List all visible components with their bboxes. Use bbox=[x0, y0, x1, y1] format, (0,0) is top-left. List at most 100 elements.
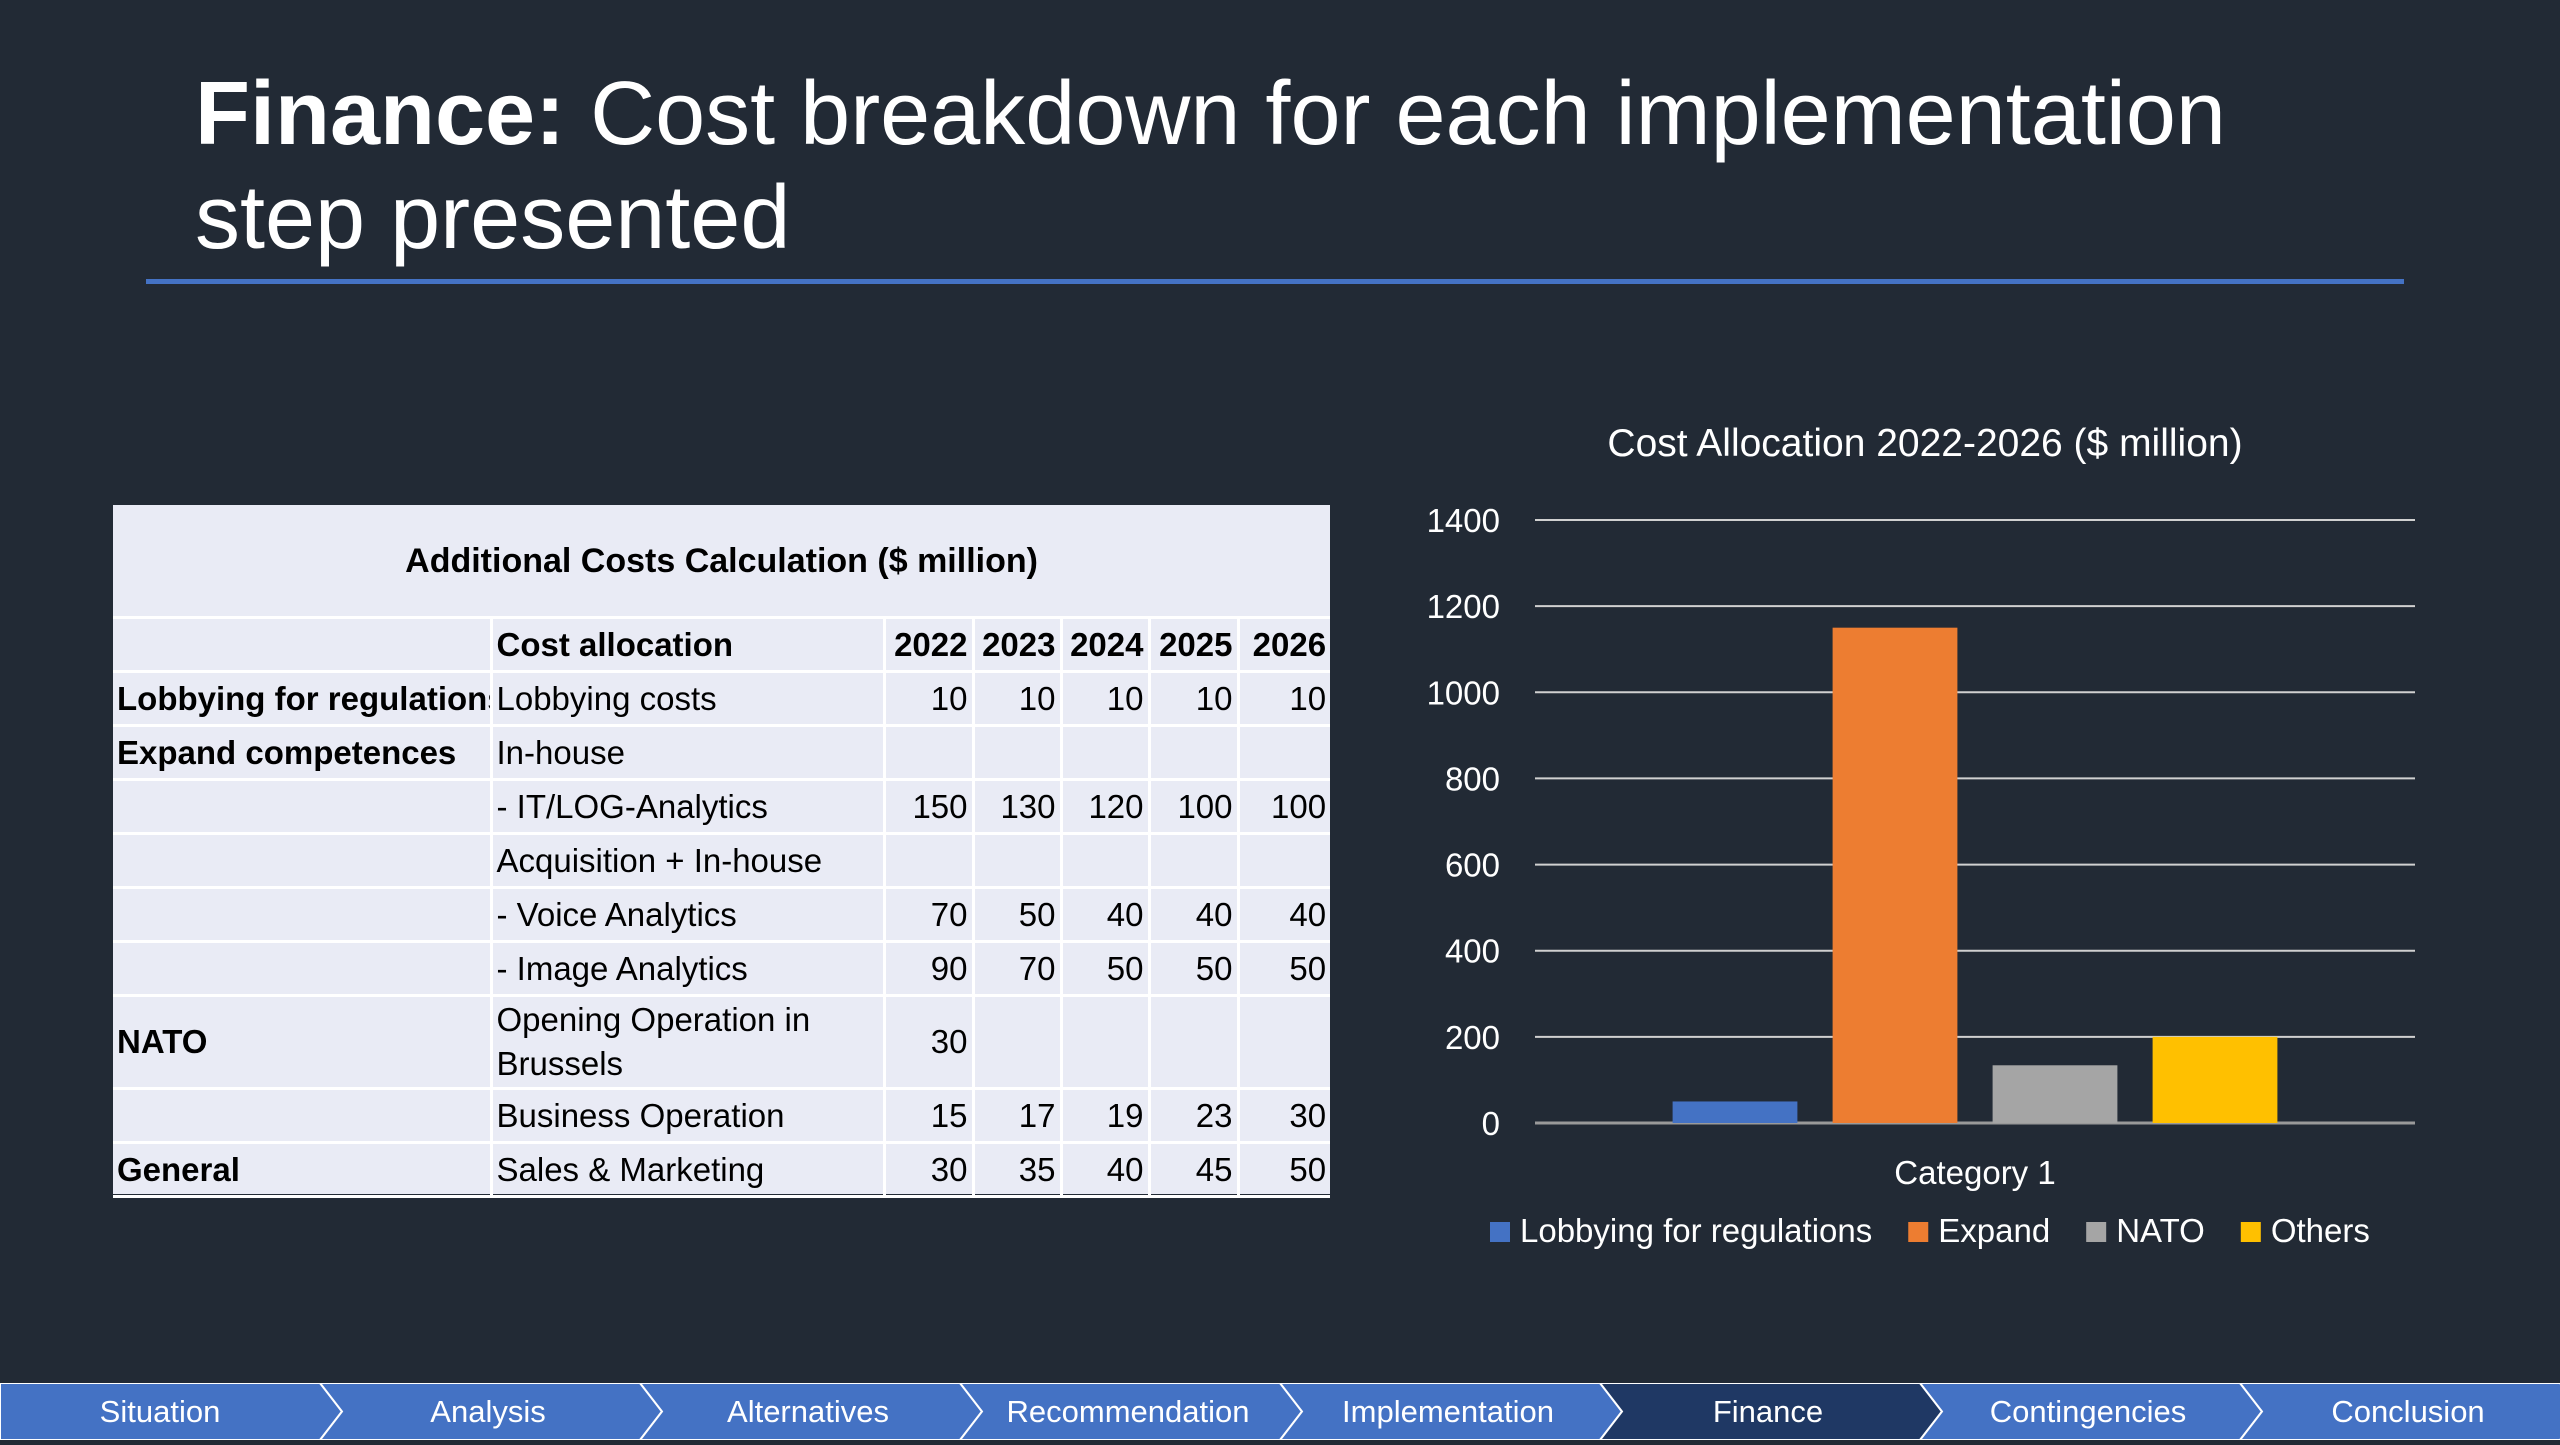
row-value bbox=[1061, 725, 1151, 781]
nav-svg: Situation Analysis Alternatives Recommendat… bbox=[0, 1382, 2560, 1441]
table-row: Business Operation 15 17 19 23 30 bbox=[113, 1088, 1331, 1144]
table-row: Acquisition + In-house bbox=[113, 833, 1331, 889]
row-group: NATO bbox=[113, 995, 493, 1090]
row-group bbox=[113, 779, 493, 835]
nav-tab-label[interactable]: Finance bbox=[1713, 1394, 1823, 1429]
row-value: 90 bbox=[884, 941, 975, 997]
header-group bbox=[113, 617, 493, 673]
row-value: 40 bbox=[1149, 887, 1240, 943]
additional-costs-table: Additional Costs Calculation ($ million)… bbox=[113, 505, 1331, 1198]
nav-tab-conclusion[interactable] bbox=[2237, 1382, 2560, 1441]
table-row: Lobbying for regulations Lobbying costs 10… bbox=[113, 671, 1331, 727]
row-value bbox=[1238, 833, 1331, 889]
row-value: 70 bbox=[884, 887, 975, 943]
row-value: 40 bbox=[1061, 1142, 1151, 1198]
legend-swatch bbox=[1908, 1222, 1929, 1242]
y-tick-label: 600 bbox=[1445, 847, 1500, 884]
row-item: Acquisition + In-house bbox=[491, 833, 886, 889]
costs-table-grid: Additional Costs Calculation ($ million)… bbox=[113, 505, 1331, 1198]
row-value bbox=[1149, 995, 1240, 1090]
y-tick-label: 400 bbox=[1445, 933, 1500, 970]
row-value: 50 bbox=[1061, 941, 1151, 997]
row-value: 10 bbox=[1149, 671, 1240, 727]
row-value bbox=[973, 725, 1063, 781]
row-value: 10 bbox=[1061, 671, 1151, 727]
row-value: 120 bbox=[1061, 779, 1151, 835]
legend-label: NATO bbox=[2116, 1212, 2205, 1249]
row-item: - Voice Analytics bbox=[491, 887, 886, 943]
legend-swatch bbox=[2086, 1222, 2107, 1242]
header-year: 2024 bbox=[1061, 617, 1151, 673]
slide-title-bold: Finance: bbox=[195, 64, 566, 164]
row-value: 10 bbox=[973, 671, 1063, 727]
row-value: 30 bbox=[884, 995, 975, 1090]
row-value: 30 bbox=[1238, 1088, 1331, 1144]
legend-swatch bbox=[1490, 1222, 1510, 1242]
header-year: 2026 bbox=[1238, 617, 1331, 673]
legend-swatch bbox=[2240, 1222, 2261, 1242]
y-tick-label: 0 bbox=[1482, 1105, 1500, 1142]
header-allocation: Cost allocation bbox=[491, 617, 886, 673]
row-group bbox=[113, 833, 493, 889]
bar-nato bbox=[1992, 1065, 2118, 1123]
table-row: - Image Analytics 90 70 50 50 50 bbox=[113, 941, 1331, 997]
row-value: 40 bbox=[1238, 887, 1331, 943]
row-value: 15 bbox=[884, 1088, 975, 1144]
table-row: - IT/LOG-Analytics 150 130 120 100 100 bbox=[113, 779, 1331, 835]
row-value bbox=[884, 833, 975, 889]
row-value: 100 bbox=[1149, 779, 1240, 835]
row-value bbox=[1149, 833, 1240, 889]
y-tick-label: 1000 bbox=[1427, 674, 1500, 711]
nav-tab-label[interactable]: Implementation bbox=[1342, 1394, 1554, 1429]
row-value: 19 bbox=[1061, 1088, 1151, 1144]
legend-label: Others bbox=[2271, 1212, 2370, 1249]
row-item: - IT/LOG-Analytics bbox=[491, 779, 886, 835]
row-value: 23 bbox=[1149, 1088, 1240, 1144]
row-item: In-house bbox=[491, 725, 886, 781]
y-tick-label: 1200 bbox=[1427, 588, 1500, 625]
bar-lobbying-for-regulations bbox=[1672, 1101, 1798, 1123]
chart-svg: Cost Allocation 2022-2026 ($ million) 0 2… bbox=[1427, 422, 2415, 1249]
table-row: Expand competences In-house bbox=[113, 725, 1331, 781]
row-value bbox=[1061, 833, 1151, 889]
row-group: Lobbying for regulations bbox=[113, 671, 493, 727]
slide-title-rest: Cost breakdown for each implementation s… bbox=[195, 64, 2226, 268]
legend-label: Lobbying for regulations bbox=[1520, 1212, 1872, 1249]
nav-tab-label[interactable]: Situation bbox=[100, 1394, 221, 1429]
row-value: 70 bbox=[973, 941, 1063, 997]
y-tick-label: 1400 bbox=[1427, 502, 1500, 539]
table-row: General Sales & Marketing 30 35 40 45 50 bbox=[113, 1142, 1331, 1198]
row-value: 130 bbox=[973, 779, 1063, 835]
y-tick-label: 200 bbox=[1445, 1019, 1500, 1056]
row-value: 50 bbox=[1238, 1142, 1331, 1198]
nav-tab-label[interactable]: Contingencies bbox=[1990, 1394, 2186, 1429]
row-value: 50 bbox=[1238, 941, 1331, 997]
nav-tab-label[interactable]: Alternatives bbox=[727, 1394, 889, 1429]
row-item: - Image Analytics bbox=[491, 941, 886, 997]
row-value bbox=[1238, 995, 1331, 1090]
bar-others bbox=[2152, 1036, 2278, 1123]
row-group: General bbox=[113, 1142, 493, 1198]
nav-tab-label[interactable]: Recommendation bbox=[1007, 1394, 1250, 1429]
row-group bbox=[113, 941, 493, 997]
legend-label: Expand bbox=[1938, 1212, 2050, 1249]
nav-tab-label[interactable]: Conclusion bbox=[2331, 1394, 2484, 1429]
table-row: - Voice Analytics 70 50 40 40 40 bbox=[113, 887, 1331, 943]
table-row: NATO Opening Operation in Brussels 30 bbox=[113, 995, 1331, 1090]
row-value bbox=[1238, 725, 1331, 781]
row-value: 50 bbox=[973, 887, 1063, 943]
row-value bbox=[1149, 725, 1240, 781]
table-caption: Additional Costs Calculation ($ million) bbox=[113, 505, 1331, 619]
row-value: 30 bbox=[884, 1142, 975, 1198]
row-item: Opening Operation in Brussels bbox=[491, 995, 886, 1090]
nav-tab-label[interactable]: Analysis bbox=[430, 1394, 545, 1429]
row-value: 17 bbox=[973, 1088, 1063, 1144]
row-group bbox=[113, 1088, 493, 1144]
chart-title: Cost Allocation 2022-2026 ($ million) bbox=[1607, 422, 2242, 465]
header-year: 2022 bbox=[884, 617, 975, 673]
row-group bbox=[113, 887, 493, 943]
row-value bbox=[973, 833, 1063, 889]
row-item: Sales & Marketing bbox=[491, 1142, 886, 1198]
row-value: 45 bbox=[1149, 1142, 1240, 1198]
y-tick-label: 800 bbox=[1445, 760, 1500, 797]
